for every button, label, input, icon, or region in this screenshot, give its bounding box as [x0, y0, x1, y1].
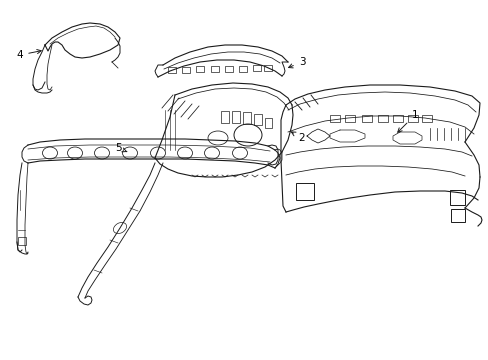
Text: 5: 5 [115, 143, 126, 153]
Bar [243, 112, 250, 124]
Bar [264, 65, 271, 71]
Bar [264, 118, 271, 128]
Bar [224, 66, 232, 72]
Bar [449, 190, 464, 205]
Bar [407, 115, 417, 122]
Bar [252, 65, 261, 71]
Bar [392, 115, 402, 122]
Bar [295, 183, 313, 200]
Bar [377, 115, 387, 122]
Bar [421, 115, 431, 122]
Bar [221, 111, 228, 123]
Bar [361, 115, 371, 122]
Text: 4: 4 [17, 50, 41, 60]
Text: 1: 1 [397, 110, 417, 132]
Bar [329, 115, 339, 122]
Bar [345, 115, 354, 122]
Bar [18, 237, 26, 245]
Text: 3: 3 [288, 57, 305, 68]
Bar [210, 66, 219, 72]
Text: 2: 2 [291, 132, 305, 143]
Bar [182, 67, 190, 73]
Bar [450, 209, 464, 222]
Bar [239, 66, 246, 72]
Bar [253, 114, 262, 125]
Bar [196, 66, 203, 72]
Bar [231, 111, 240, 123]
Bar [168, 67, 176, 73]
